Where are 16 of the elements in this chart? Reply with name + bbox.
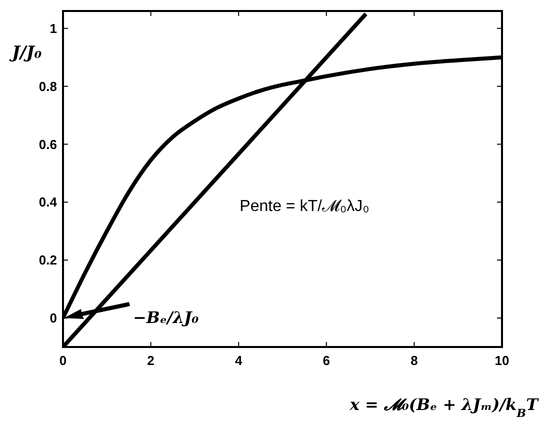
x-tick-label: 4 <box>234 353 243 368</box>
x-tick-label: 6 <box>322 353 330 368</box>
annotation: −Bₑ/λJ₀ <box>133 308 199 328</box>
y-tick-label: 0.8 <box>38 78 57 94</box>
y-tick-label: 0.6 <box>38 136 57 152</box>
y-tick-label: 0 <box>50 310 57 326</box>
x-tick-label: 0 <box>59 353 67 368</box>
y-tick-label: 0.4 <box>38 194 58 210</box>
x-tick-label: 2 <box>147 353 154 368</box>
y-tick-label: 1 <box>50 20 57 36</box>
y-tick-label: 0.2 <box>38 252 57 268</box>
x-axis-title: x = 𝓜₀(Bₑ + λJₘ)/k$_{B}$T <box>348 395 540 420</box>
x-tick-label: 10 <box>494 353 510 368</box>
x-tick-label: 8 <box>410 353 418 368</box>
annotation: Pente = kT/𝓜₀λJ₀ <box>240 198 370 215</box>
y-axis-title: J/J₀ <box>9 43 42 63</box>
